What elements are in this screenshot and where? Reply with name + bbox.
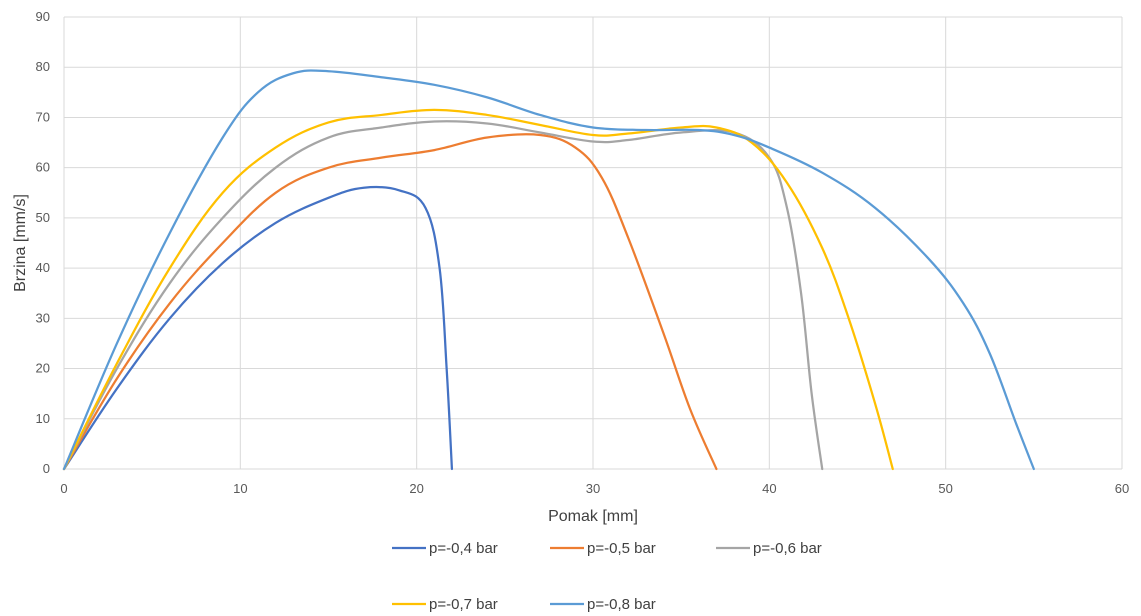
series-line-3 <box>62 120 824 471</box>
x-tick-label: 60 <box>1115 481 1129 496</box>
legend-label: p=-0,4 bar <box>429 540 498 557</box>
series-line-2 <box>62 133 718 471</box>
legend-label: p=-0,6 bar <box>753 540 822 557</box>
y-tick-label: 0 <box>43 461 50 476</box>
x-tick-label: 30 <box>586 481 600 496</box>
x-axis-title: Pomak [mm] <box>548 508 638 525</box>
series-line-1 <box>62 185 454 471</box>
y-tick-label: 30 <box>36 310 50 325</box>
x-tick-label: 0 <box>60 481 67 496</box>
series-lines <box>62 69 1035 471</box>
x-tick-label: 20 <box>409 481 423 496</box>
series-line-4 <box>62 108 894 471</box>
legend-label: p=-0,8 bar <box>587 596 656 613</box>
legend-item: p=-0,7 bar <box>392 596 498 613</box>
x-tick-label: 10 <box>233 481 247 496</box>
y-tick-label: 40 <box>36 260 50 275</box>
y-tick-label: 90 <box>36 9 50 24</box>
y-tick-label: 80 <box>36 59 50 74</box>
y-tick-label: 60 <box>36 160 50 175</box>
legend-label: p=-0,7 bar <box>429 596 498 613</box>
legend-item: p=-0,5 bar <box>550 540 656 557</box>
x-tick-label: 40 <box>762 481 776 496</box>
y-axis-title: Brzina [mm/s] <box>12 194 29 292</box>
grid-lines <box>63 16 1123 470</box>
y-tick-label: 20 <box>36 361 50 376</box>
legend-label: p=-0,5 bar <box>587 540 656 557</box>
legend-item: p=-0,8 bar <box>550 596 656 613</box>
legend-item: p=-0,6 bar <box>716 540 822 557</box>
legend: p=-0,4 bar p=-0,5 bar p=-0,6 bar p=-0,7 bar… <box>392 540 822 613</box>
y-tick-label: 50 <box>36 210 50 225</box>
y-tick-label: 10 <box>36 411 50 426</box>
y-tick-label: 70 <box>36 109 50 124</box>
x-tick-label: 50 <box>938 481 952 496</box>
legend-item: p=-0,4 bar <box>392 540 498 557</box>
tick-labels: 0 10 20 30 40 50 60 70 80 90 0 10 20 30 40 50 60 <box>36 9 1130 496</box>
series-line-5 <box>62 69 1035 471</box>
